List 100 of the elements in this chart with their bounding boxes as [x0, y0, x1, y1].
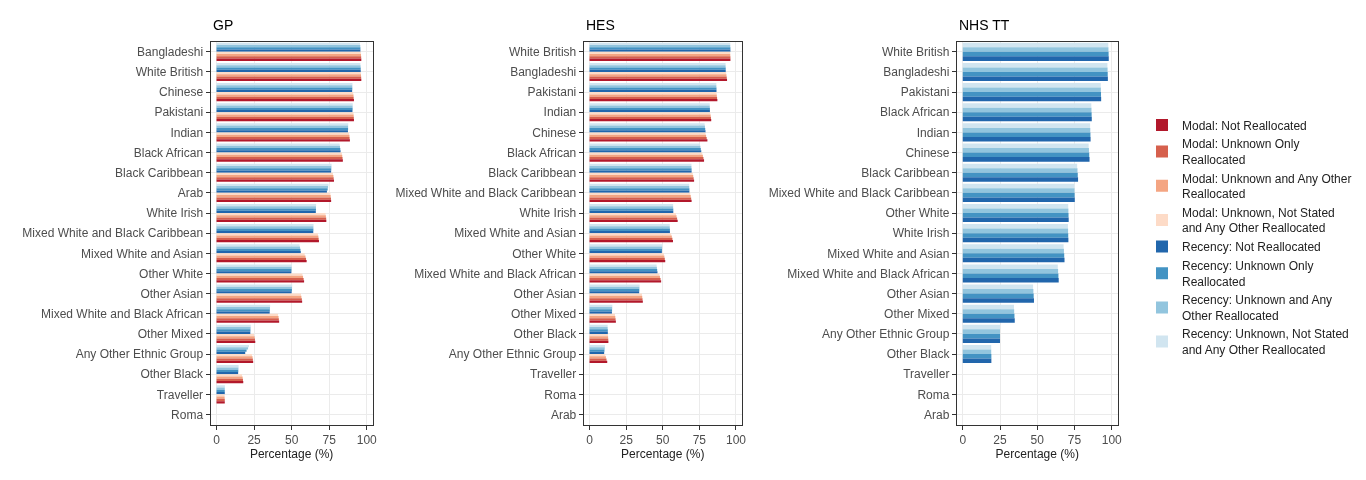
legend-label: Modal: Unknown, Not Stated and Any Other Reallocated — [1182, 205, 1335, 236]
y-tick-label: Mixed White and Asian — [81, 246, 204, 261]
y-tick-label: White Irish — [892, 226, 950, 241]
bar — [962, 264, 1058, 269]
x-tick-label: 50 — [284, 432, 299, 447]
bar — [962, 273, 1059, 278]
bar — [962, 289, 1034, 294]
bar — [962, 71, 1108, 77]
y-tick-label: Black African — [133, 145, 204, 160]
bar — [962, 67, 1108, 72]
y-tick-label: Black African — [880, 105, 950, 120]
y-tick-label: Mixed White and Black African — [787, 266, 950, 281]
y-tick-label: White Irish — [146, 206, 204, 221]
x-tick-label: 75 — [692, 432, 707, 447]
y-tick-label: Black Caribbean — [488, 165, 577, 180]
y-tick-label: Indian — [543, 105, 577, 120]
y-tick-label: Other White — [885, 206, 950, 221]
bar — [962, 233, 1069, 238]
y-tick-label: Traveller — [903, 367, 950, 382]
y-tick-label: Traveller — [156, 387, 204, 402]
x-axis-title: Percentage (%) — [621, 446, 705, 461]
y-tick-label: Mixed White and Black Caribbean — [395, 186, 577, 201]
y-tick-label: White Irish — [519, 206, 577, 221]
x-tick-label: 50 — [656, 432, 670, 447]
y-tick-label: Other Black — [140, 367, 205, 382]
bar — [962, 298, 1034, 303]
x-tick-label: 50 — [1030, 432, 1045, 447]
y-tick-label: Arab — [177, 186, 204, 201]
bar — [962, 208, 1069, 213]
y-tick-label: Pakistani — [154, 105, 204, 120]
bar — [962, 244, 1064, 249]
x-axis-title: Percentage (%) — [995, 446, 1079, 461]
y-tick-label: Indian — [916, 125, 950, 140]
bar — [962, 103, 1092, 108]
y-tick-label: Mixed White and Black Caribbean — [22, 226, 204, 241]
y-tick-label: White British — [135, 65, 204, 80]
y-tick-label: Mixed White and Black African — [41, 306, 204, 321]
y-tick-label: Arab — [550, 407, 577, 422]
y-tick-label: Pakistani — [900, 85, 950, 100]
bar — [962, 197, 1075, 202]
y-tick-label: Black Caribbean — [861, 165, 950, 180]
y-tick-label: Other White — [139, 266, 204, 281]
y-tick-label: White British — [508, 45, 577, 60]
x-axis-title: Percentage (%) — [249, 446, 334, 461]
bar — [962, 277, 1059, 283]
y-tick-label: Other Black — [513, 327, 578, 342]
bar — [962, 157, 1090, 162]
chart-title: NHS TT — [959, 17, 1010, 33]
y-tick-label: Black Caribbean — [115, 165, 204, 180]
y-tick-label: Other White — [512, 246, 577, 261]
y-tick-label: Pakistani — [527, 85, 577, 100]
y-tick-label: Arab — [924, 407, 950, 422]
x-tick-label: 75 — [322, 432, 337, 447]
chart-title: GP — [213, 17, 234, 33]
y-tick-label: Mixed White and Asian — [827, 246, 950, 261]
x-tick-label: 25 — [619, 432, 634, 447]
x-tick-label: 0 — [213, 432, 221, 447]
x-tick-label: 25 — [993, 432, 1007, 447]
y-tick-label: Other Mixed — [137, 327, 204, 342]
y-tick-label: Other Asian — [513, 286, 577, 301]
y-tick-label: Black African — [506, 145, 577, 160]
legend-label: Modal: Not Reallocated — [1182, 118, 1307, 133]
x-tick-label: 75 — [1067, 432, 1082, 447]
legend-label: Recency: Unknown, Not Stated and Any Other Reallocated — [1182, 327, 1349, 358]
y-tick-label: Any Other Ethnic Group — [822, 327, 950, 342]
y-tick-label: Other Mixed — [510, 306, 577, 321]
legend-label: Modal: Unknown Only Reallocated — [1182, 137, 1300, 168]
y-tick-label: Traveller — [530, 367, 577, 382]
legend-label: Modal: Unknown and Any Other Reallocated — [1182, 171, 1352, 202]
y-tick-label: Other Black — [886, 347, 951, 362]
y-tick-label: Other Mixed — [884, 306, 950, 321]
bar — [962, 83, 1101, 88]
y-tick-label: Indian — [170, 125, 204, 140]
bar — [962, 318, 1015, 323]
legend-label: Recency: Unknown and Any Other Reallocated — [1182, 293, 1333, 323]
x-tick-label: 0 — [586, 432, 594, 447]
y-tick-label: Mixed White and Black Caribbean — [768, 186, 950, 201]
y-tick-label: Roma — [171, 407, 204, 422]
y-tick-label: Chinese — [532, 125, 577, 140]
bar — [962, 92, 1102, 97]
bar — [962, 123, 1091, 128]
y-tick-label: Other Asian — [140, 286, 204, 301]
bar — [962, 213, 1069, 218]
y-tick-label: Bangladeshi — [510, 65, 577, 80]
y-tick-label: Other Asian — [886, 286, 950, 301]
bar — [962, 338, 1001, 343]
y-tick-label: Roma — [544, 387, 577, 402]
y-tick-label: Mixed White and Black African — [414, 266, 577, 281]
legend-label: Recency: Not Reallocated — [1182, 240, 1321, 255]
y-tick-label: Any Other Ethnic Group — [448, 347, 577, 362]
bar — [962, 188, 1075, 193]
bar — [962, 132, 1091, 137]
y-tick-label: Bangladeshi — [137, 45, 204, 60]
y-tick-label: Mixed White and Asian — [454, 226, 577, 241]
x-tick-label: 100 — [725, 432, 747, 447]
bar — [962, 253, 1065, 258]
y-tick-label: Chinese — [905, 145, 950, 160]
x-tick-label: 100 — [1101, 432, 1123, 447]
chart-title: HES — [586, 17, 615, 33]
bar — [962, 47, 1109, 52]
